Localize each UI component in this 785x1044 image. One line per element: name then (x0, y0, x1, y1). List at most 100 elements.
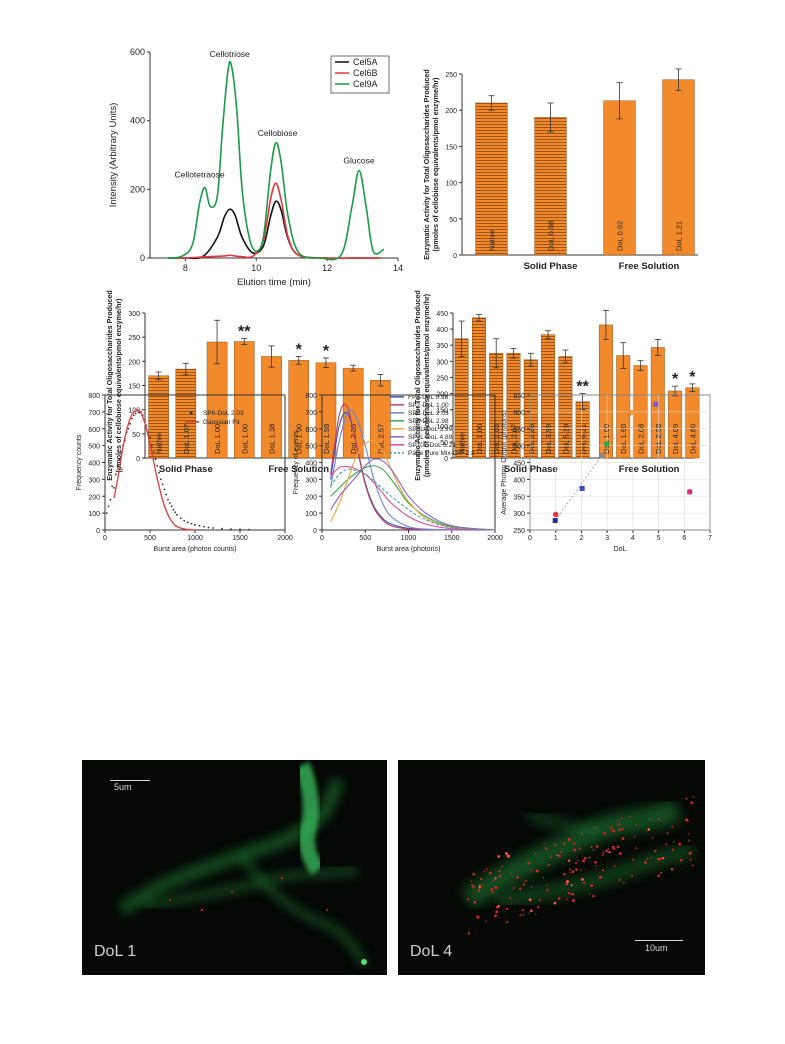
group-label: Solid Phase (159, 464, 213, 475)
red-dot (493, 879, 495, 881)
red-dot (685, 797, 688, 800)
red-dot (656, 858, 660, 861)
red-dot (671, 826, 674, 828)
series-line-sp7l-dol-4-89 (330, 458, 496, 531)
red-dot (470, 880, 472, 883)
y-axis-title: Intensity (Arbitrary Units) (108, 103, 119, 208)
data-point (131, 417, 133, 420)
legend-entry: Cel5A (353, 57, 378, 67)
scale-label-dol1: 5um (114, 782, 132, 792)
red-dot (516, 876, 519, 879)
data-point (134, 412, 137, 415)
red-dot (650, 856, 652, 859)
y-tick-label: 350 (436, 343, 448, 350)
y-tick-label: 500 (305, 444, 317, 451)
legend-entry: FP1-DoL 0.98 (408, 394, 449, 401)
red-dot (505, 907, 509, 911)
red-dot (635, 824, 638, 826)
red-dot (621, 827, 624, 831)
data-point (132, 414, 135, 417)
burst-histogram-gaussian: 0 500 1000 1500 2000010020030040050060070080… (76, 393, 293, 553)
red-dot (670, 868, 674, 871)
x-axis-title: Burst area (photons) (377, 546, 441, 553)
series-line-page-pure-mix-o-p-2-8 (330, 468, 496, 531)
red-dot (510, 872, 512, 874)
red-dot (528, 912, 531, 914)
y-axis-title: Enzymatic Activity for Total Oligosaccha… (413, 290, 422, 481)
y-tick-label: 50 (132, 432, 140, 439)
red-dot (546, 884, 549, 886)
red-dot (476, 915, 480, 919)
significance-mark: * (672, 371, 679, 388)
red-dot (595, 844, 599, 848)
bar-label: DoL 1.00 (213, 424, 222, 454)
red-dot (603, 832, 607, 835)
red-dot (490, 888, 494, 891)
y-tick-label: 100 (436, 424, 448, 431)
red-dot (543, 843, 545, 845)
y-tick-label: 300 (513, 511, 525, 518)
data-point (152, 451, 155, 454)
data-point (127, 427, 130, 430)
red-dot (592, 848, 595, 851)
bar-label: DoL 0.92 (616, 221, 625, 251)
series-line-cel6b (167, 182, 381, 260)
y-tick-label: 400 (436, 327, 448, 334)
bar (475, 102, 508, 256)
red-dot (588, 856, 591, 859)
y-axis-title: Average Photon Output (photons) (501, 410, 508, 515)
micrograph-dol4-image (461, 796, 695, 935)
red-dot (582, 881, 586, 884)
bar (662, 79, 695, 256)
bar-label: DoL 1.07 (182, 424, 191, 454)
data-point (630, 410, 636, 416)
red-dot (579, 869, 582, 871)
red-dot (672, 841, 675, 843)
y-tick-label: 100 (445, 181, 457, 188)
red-dot (583, 856, 587, 860)
bar-label: DoL 0.98 (547, 221, 556, 251)
red-dot (534, 852, 537, 854)
x-tick-label: 0 (528, 535, 532, 542)
x-tick-label: 0 (320, 535, 324, 542)
red-dot (522, 883, 526, 886)
bar-label: DoL 2.08 (637, 424, 646, 454)
red-dot (595, 864, 597, 867)
red-dot (618, 879, 621, 882)
red-dot (616, 845, 620, 849)
red-dot (588, 893, 591, 895)
red-dot (570, 892, 573, 896)
red-dot (565, 898, 568, 901)
x-tick-label: 500 (359, 535, 371, 542)
y-tick-label: 600 (130, 47, 145, 57)
legend-entry: SP6-DoL 2.03 (203, 410, 244, 417)
red-dot (535, 913, 537, 916)
red-dot (613, 865, 616, 868)
red-dot (563, 842, 566, 845)
red-dot (618, 823, 621, 826)
series-line-sp6-dol-2-03 (330, 408, 496, 531)
y-tick-label: 250 (513, 528, 525, 535)
data-point (190, 522, 193, 525)
legend-entry: SP6-DoL 2.03 (408, 410, 449, 417)
red-dot (575, 868, 578, 871)
y-tick-label: 0 (136, 456, 140, 463)
y-tick-label: 400 (88, 461, 100, 468)
red-dot (565, 882, 569, 886)
labelled-enzyme-dots (466, 796, 694, 935)
chromatogram-panel: 8 10 12 14 0 200 400 600 Elution time (min) Inten… (108, 47, 403, 288)
red-dot (648, 818, 651, 821)
red-dot (485, 868, 488, 871)
y-axis-title-units: (pmoles of cellobiose equivalents/pmol e… (431, 77, 440, 252)
micrograph-dol1-image (117, 762, 368, 967)
y-tick-label: 100 (305, 511, 317, 518)
red-dot (688, 851, 692, 855)
red-dot (530, 869, 533, 872)
red-dot (494, 886, 498, 890)
red-dot (563, 872, 566, 876)
y-axis-title: Frequency of events (293, 430, 300, 494)
peak-label: Cellotetraose (175, 169, 225, 179)
y-tick-label: 600 (513, 410, 525, 417)
red-dot (542, 877, 545, 879)
red-dot (661, 856, 665, 860)
